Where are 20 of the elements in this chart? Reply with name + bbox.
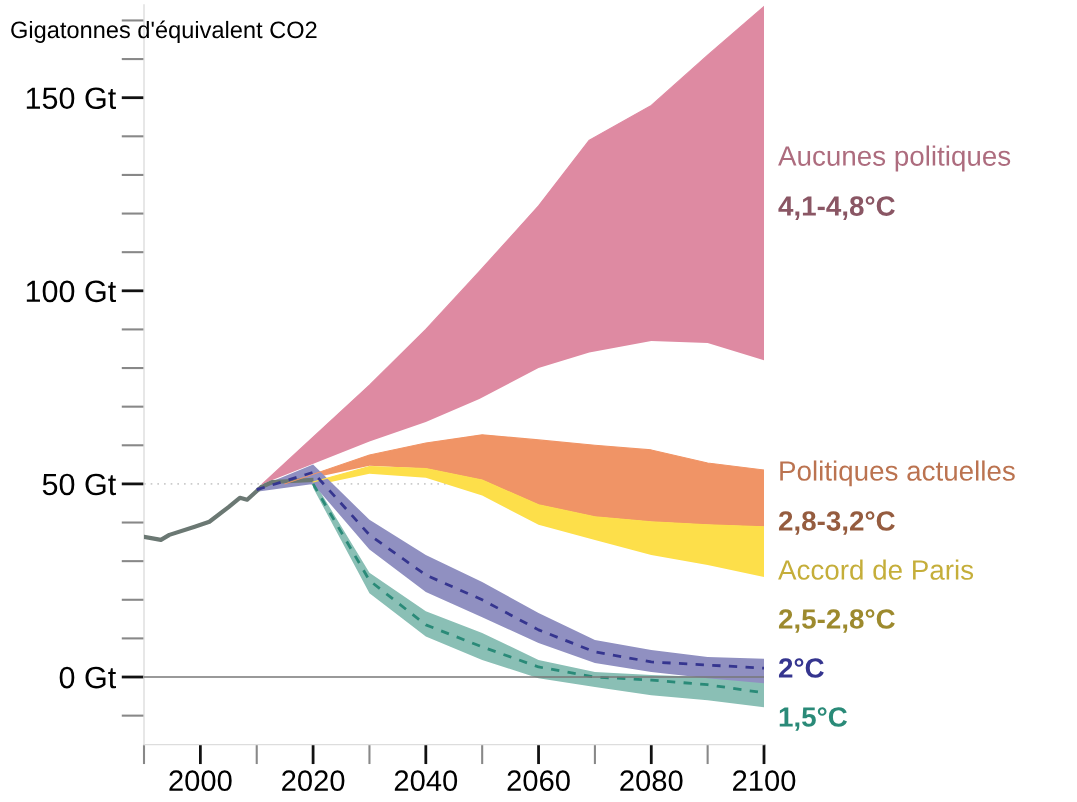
- series-label: Politiques actuelles: [780, 460, 1015, 487]
- y-axis-title: Gigatonnes d'équivalent CO2: [11, 20, 317, 43]
- text: 2,5-2,8°C: [778, 609, 895, 633]
- y-tick-label: 100 Gt: [26, 280, 116, 303]
- series-label: 2°C: [778, 658, 824, 678]
- x-tick-label: 2060: [507, 770, 570, 792]
- x-tick-label: 2020: [282, 770, 345, 792]
- line-series: [144, 477, 314, 542]
- text: Aucunes politiques: [778, 145, 1011, 172]
- y-tick-label: 150 Gt: [26, 87, 116, 110]
- text: 2,8-3,2°C: [778, 511, 895, 535]
- y-tick-label: 50 Gt: [42, 473, 116, 496]
- x-tick-label: 2080: [620, 770, 683, 792]
- x-tick-label: 2040: [394, 770, 458, 792]
- series-label: Accord de Paris: [778, 559, 974, 580]
- text: 4,1-4,8°C: [778, 196, 895, 220]
- x-tick-label: 2100: [733, 770, 796, 792]
- x-tick-label: 2000: [169, 770, 232, 792]
- y-tick-label: 0 Gt: [59, 666, 116, 689]
- series-label: 1,5°C: [779, 707, 848, 731]
